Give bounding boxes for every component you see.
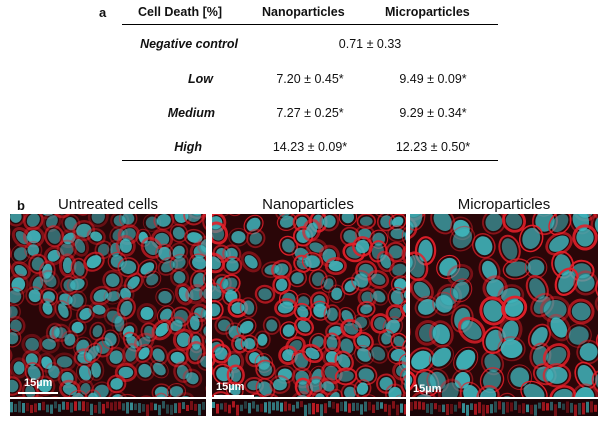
- table-bottom-rule: [122, 160, 498, 161]
- scale-bar-nanoparticles: [214, 395, 254, 397]
- micrograph-microparticles: [410, 214, 598, 397]
- image-title-nanoparticles: Nanoparticles: [262, 196, 354, 213]
- cell-medium-micro: 9.29 ± 0.34*: [399, 106, 467, 120]
- scale-label-nanoparticles: 15µm: [216, 381, 245, 393]
- cell-low-nano: 7.20 ± 0.45*: [276, 72, 344, 86]
- cell-high-nano: 14.23 ± 0.09*: [272, 140, 348, 154]
- row-label-high: High: [174, 140, 202, 154]
- image-title-untreated: Untreated cells: [57, 196, 159, 213]
- cell-medium-nano: 7.27 ± 0.25*: [276, 106, 344, 120]
- cell-high-micro: 12.23 ± 0.50*: [395, 140, 471, 154]
- panel-a-label: a: [99, 5, 107, 20]
- scale-bar-microparticles: [411, 397, 451, 399]
- scale-label-microparticles: 15µm: [413, 383, 442, 395]
- table-top-rule: [122, 24, 498, 25]
- orthogonal-slice-untreated: [10, 399, 206, 416]
- image-title-microparticles: Microparticles: [457, 196, 551, 213]
- cell-low-micro: 9.49 ± 0.09*: [399, 72, 467, 86]
- micrograph-nanoparticles: [212, 214, 406, 397]
- row-label-low: Low: [188, 72, 213, 86]
- scale-label-untreated: 15µm: [24, 377, 53, 389]
- header-nanoparticles: Nanoparticles: [262, 5, 345, 19]
- cell-negative-control: 0.71 ± 0.33: [338, 37, 402, 51]
- row-label-negative-control: Negative control: [140, 37, 238, 51]
- micrograph-untreated: [10, 214, 206, 397]
- orthogonal-slice-microparticles: [410, 399, 598, 416]
- panel-b-label: b: [17, 198, 25, 213]
- header-microparticles: Microparticles: [385, 5, 470, 19]
- orthogonal-slice-nanoparticles: [212, 399, 406, 416]
- header-cell-death: Cell Death [%]: [138, 5, 223, 19]
- scale-bar-untreated: [18, 392, 58, 394]
- row-label-medium: Medium: [167, 106, 215, 120]
